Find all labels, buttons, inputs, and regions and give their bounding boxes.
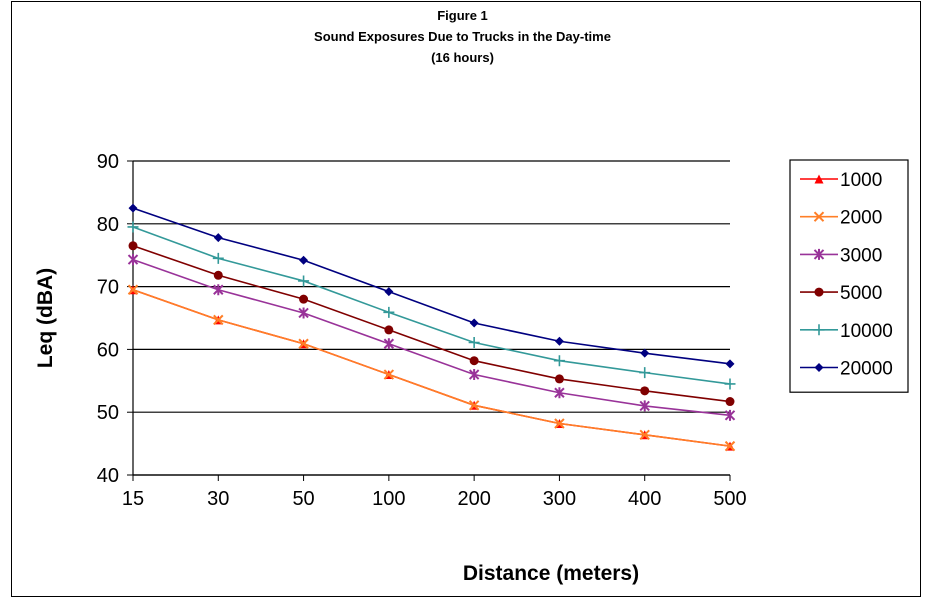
data-point-2000	[383, 369, 395, 380]
x-tick-label: 50	[292, 488, 314, 510]
data-point-5000	[469, 356, 479, 366]
data-point-5000	[725, 397, 735, 407]
series-line-10000	[132, 226, 731, 385]
data-point-3000	[639, 400, 650, 412]
x-tick-label: 400	[628, 488, 661, 510]
legend: 1000 2000 3000 5000 10000 20000	[789, 159, 909, 393]
series-line-3000	[132, 258, 731, 417]
data-point-20000	[384, 287, 394, 297]
legend-label-2000: 2000	[840, 208, 882, 229]
x-tick-label: 300	[543, 488, 576, 510]
y-axis-ticks: 40 50 60 70 80 90	[97, 151, 133, 487]
legend-label-1000: 1000	[840, 170, 882, 191]
y-tick-label: 40	[97, 465, 119, 487]
data-point-5000	[213, 270, 223, 280]
series-3000	[127, 254, 736, 421]
data-point-2000	[639, 429, 650, 441]
chart-title: Figure 1	[437, 8, 488, 23]
chart-subtitle-duration: (16 hours)	[431, 50, 494, 65]
data-point-2000	[554, 418, 565, 429]
y-tick-label: 60	[97, 339, 119, 361]
y-tick-label: 90	[97, 151, 119, 173]
series-20000	[128, 203, 735, 369]
legend-label-20000: 20000	[840, 359, 893, 380]
x-tick-label: 15	[122, 488, 144, 510]
data-point-5000	[128, 241, 138, 251]
series-5000	[128, 241, 735, 407]
data-point-3000	[554, 387, 565, 399]
legend-swatch-marker	[813, 248, 825, 260]
data-point-10000	[212, 252, 224, 264]
data-point-2000	[468, 400, 480, 411]
data-point-20000	[299, 255, 309, 265]
data-point-3000	[468, 369, 480, 381]
chart-subtitle: Sound Exposures Due to Trucks in the Day…	[314, 29, 611, 44]
x-axis-ticks: 15 30 50 100 200 300 400 500	[122, 475, 747, 510]
y-tick-label: 70	[97, 277, 119, 299]
series-2000	[127, 284, 736, 452]
chart-frame	[11, 1, 921, 597]
legend-label-3000: 3000	[840, 245, 882, 266]
x-tick-label: 200	[457, 488, 490, 510]
data-point-3000	[383, 338, 395, 350]
data-point-20000	[725, 359, 735, 369]
legend-box	[789, 159, 909, 393]
data-point-2000	[213, 314, 224, 326]
data-point-20000	[213, 233, 223, 243]
data-point-10000	[553, 355, 565, 367]
data-point-2000	[298, 338, 309, 349]
data-point-5000	[299, 294, 309, 304]
series-line-1000	[132, 288, 731, 447]
legend-swatch-marker	[813, 324, 825, 336]
data-point-20000	[469, 318, 479, 328]
y-tick-label: 50	[97, 402, 119, 424]
data-point-10000	[127, 221, 139, 233]
series-10000	[127, 221, 736, 390]
data-point-5000	[554, 374, 564, 384]
legend-swatch-marker	[814, 174, 824, 184]
data-point-2000	[724, 440, 736, 452]
data-point-10000	[298, 275, 310, 287]
x-tick-label: 30	[207, 488, 229, 510]
legend-label-10000: 10000	[840, 321, 893, 342]
data-point-10000	[639, 367, 651, 379]
plot-area	[132, 160, 730, 476]
data-point-3000	[724, 409, 736, 421]
series-1000	[128, 285, 735, 451]
y-axis-title: Leq (dBA)	[34, 268, 57, 368]
legend-swatch-marker	[813, 211, 825, 222]
series-line-5000	[132, 245, 731, 403]
x-axis-title: Distance (meters)	[463, 562, 639, 585]
data-point-20000	[128, 203, 138, 213]
data-point-10000	[383, 306, 395, 318]
data-point-10000	[724, 378, 736, 390]
legend-swatch-marker	[814, 287, 824, 297]
series-layer	[127, 203, 736, 452]
series-line-2000	[132, 288, 731, 447]
series-line-20000	[132, 207, 731, 365]
data-point-5000	[640, 386, 650, 396]
data-point-20000	[640, 348, 650, 358]
legend-swatch-marker	[814, 363, 824, 372]
data-point-20000	[554, 336, 564, 346]
x-tick-label: 100	[372, 488, 405, 510]
data-point-3000	[213, 284, 224, 296]
data-point-2000	[127, 284, 139, 295]
legend-label-5000: 5000	[840, 283, 882, 304]
data-point-5000	[384, 325, 394, 335]
x-tick-label: 500	[713, 488, 746, 510]
data-point-3000	[127, 254, 139, 266]
data-point-3000	[298, 307, 309, 319]
data-point-10000	[468, 336, 480, 348]
y-tick-label: 80	[97, 214, 119, 236]
